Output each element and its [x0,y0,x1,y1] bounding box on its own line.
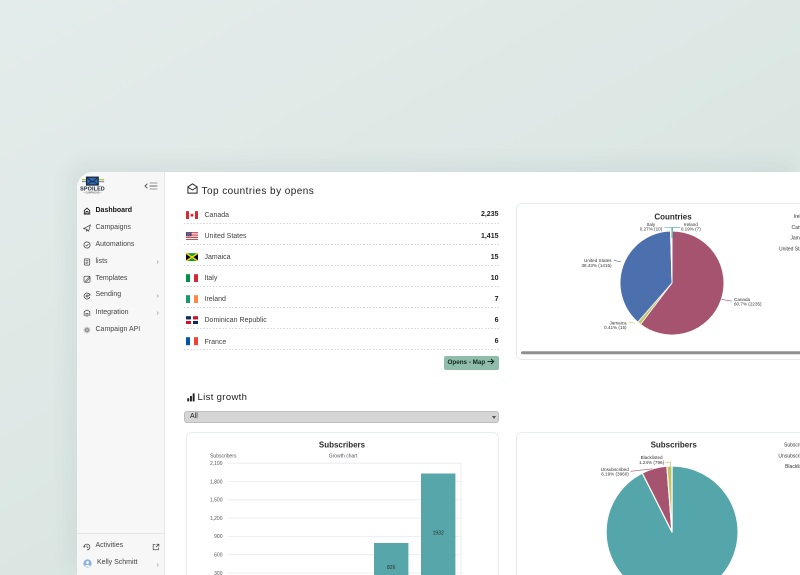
svg-text:Subscribers: Subscribers [210,454,237,460]
svg-text:United States: United States [584,258,612,263]
svg-text:0.41% (15): 0.41% (15) [604,325,627,330]
svg-text:Subscribers: Subscribers [651,440,698,449]
svg-text:Subscribers: Subscribers [319,440,366,449]
svg-text:—CAMPAIGNS—: —CAMPAIGNS— [83,192,102,195]
svg-text:300: 300 [214,571,223,575]
svg-text:60.7% (2235): 60.7% (2235) [734,301,762,306]
svg-text:900: 900 [214,534,223,540]
svg-text:Ireland: Ireland [684,221,698,226]
svg-text:Blacklisted: Blacklisted [785,464,800,470]
svg-text:1932: 1932 [433,531,444,537]
svg-text:1,200: 1,200 [210,516,223,522]
svg-text:0.19% (7): 0.19% (7) [681,226,701,231]
svg-text:1.24% (796): 1.24% (796) [639,460,664,465]
svg-text:Unsubscribed: Unsubscribed [778,454,800,460]
svg-text:Canada: Canada [734,296,751,301]
svg-text:0.27% (10): 0.27% (10) [640,226,663,231]
svg-text:Canada: Canada [791,224,800,230]
svg-text:1,500: 1,500 [210,498,223,504]
svg-text:Subscribed: Subscribed [784,442,800,448]
svg-text:Unsubscribed: Unsubscribed [601,467,630,472]
svg-text:6.19% (3960): 6.19% (3960) [601,472,629,477]
svg-text:SPOILED: SPOILED [80,186,105,192]
svg-text:Ireland: Ireland [794,214,800,220]
svg-text:Blacklisted: Blacklisted [641,455,663,460]
svg-text:United States: United States [779,246,800,252]
svg-text:Italy: Italy [647,221,656,226]
svg-text:Growth chart: Growth chart [329,454,358,460]
svg-text:600: 600 [214,553,223,559]
svg-text:Countries: Countries [654,212,692,221]
svg-text:Jamaica: Jamaica [609,320,627,325]
svg-text:38.43% (1415): 38.43% (1415) [581,262,612,267]
svg-text:2,100: 2,100 [210,461,223,467]
svg-text:826: 826 [387,565,396,571]
svg-text:Jamaica: Jamaica [790,235,800,241]
svg-text:1,800: 1,800 [210,479,223,485]
